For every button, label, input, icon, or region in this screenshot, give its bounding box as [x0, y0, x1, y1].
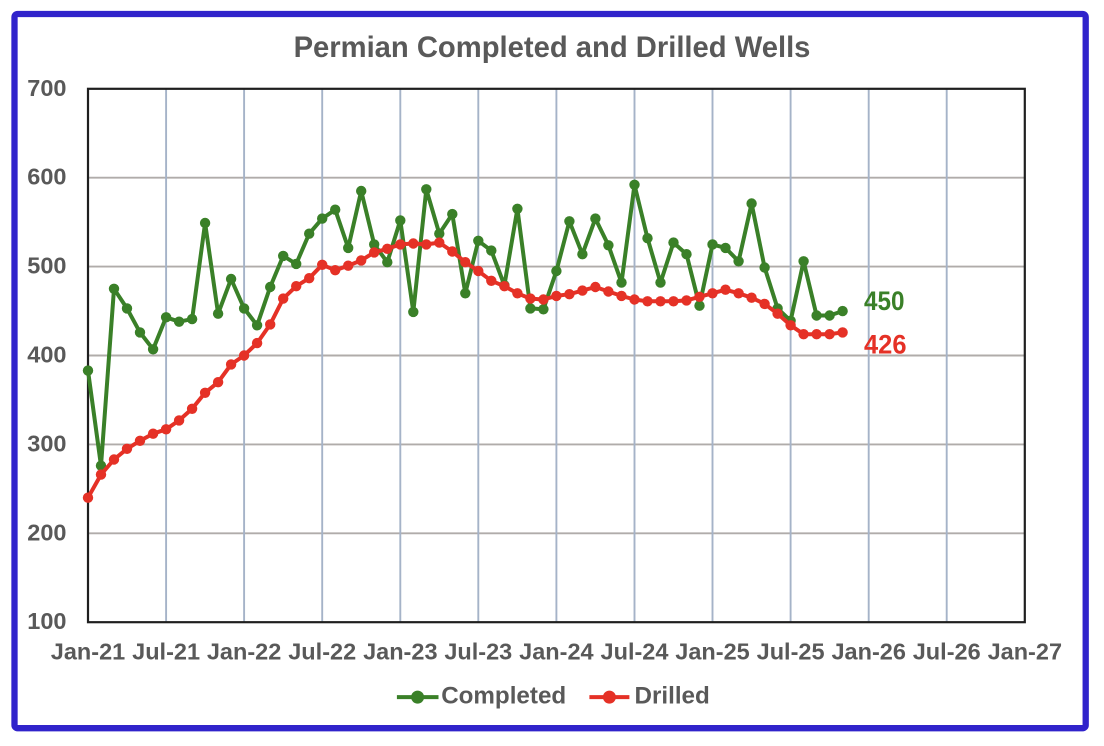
svg-text:Jul-23: Jul-23 — [444, 639, 512, 665]
svg-text:Jan-26: Jan-26 — [831, 639, 905, 665]
svg-text:426: 426 — [864, 330, 907, 360]
svg-text:300: 300 — [27, 430, 66, 456]
svg-text:400: 400 — [27, 342, 66, 368]
svg-text:Jan-23: Jan-23 — [363, 639, 437, 665]
svg-text:Jul-24: Jul-24 — [601, 639, 669, 665]
svg-text:Jan-25: Jan-25 — [675, 639, 749, 665]
svg-text:Jul-21: Jul-21 — [132, 639, 200, 665]
svg-text:Jan-27: Jan-27 — [988, 639, 1062, 665]
svg-text:Jan-24: Jan-24 — [519, 639, 593, 665]
svg-text:Drilled: Drilled — [635, 682, 710, 709]
svg-text:200: 200 — [27, 519, 66, 545]
svg-text:500: 500 — [27, 253, 66, 279]
svg-text:Completed: Completed — [441, 682, 566, 709]
svg-text:Permian Completed and Drilled: Permian Completed and Drilled Wells — [294, 32, 811, 64]
svg-text:Jan-22: Jan-22 — [207, 639, 281, 665]
svg-text:700: 700 — [27, 75, 66, 101]
svg-text:450: 450 — [864, 286, 905, 316]
svg-text:Jan-21: Jan-21 — [51, 639, 125, 665]
svg-text:100: 100 — [27, 608, 66, 634]
svg-text:Jul-25: Jul-25 — [757, 639, 825, 665]
svg-text:Jul-26: Jul-26 — [913, 639, 981, 665]
svg-text:600: 600 — [27, 164, 66, 190]
svg-text:Jul-22: Jul-22 — [288, 639, 356, 665]
